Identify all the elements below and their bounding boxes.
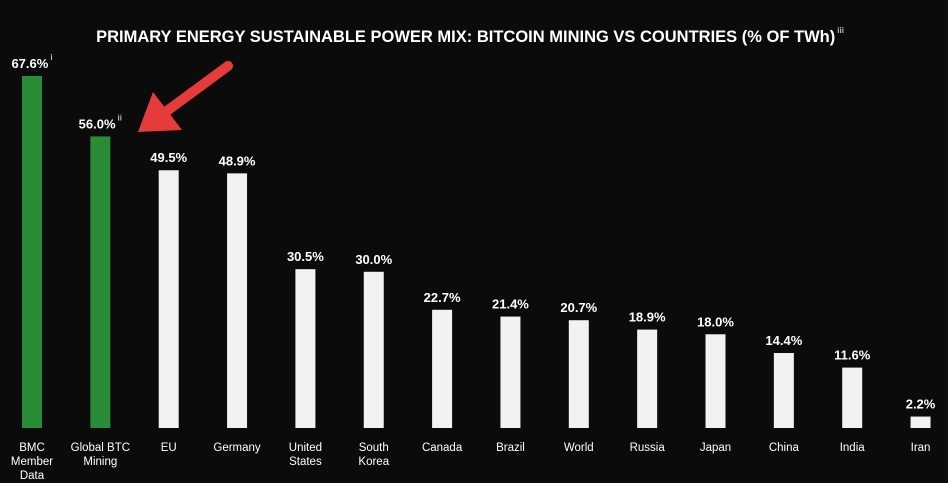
data-label: 49.5%: [150, 150, 187, 165]
bar-united-states: [295, 269, 316, 428]
bar-japan: [705, 334, 726, 428]
category-label: BMC Member Data: [11, 442, 53, 482]
bar-south-korea: [363, 271, 384, 428]
bar-eu: [158, 170, 179, 428]
category-label: Japan: [700, 442, 731, 454]
category-label: Russia: [630, 442, 666, 454]
data-label: 14.4%: [765, 333, 802, 348]
arrow-shaft: [151, 61, 233, 124]
data-label: 2.2%: [906, 397, 936, 412]
category-label: World: [564, 442, 594, 454]
arrow-head: [138, 92, 182, 132]
data-label: 56.0% ii: [79, 113, 122, 131]
data-label: 21.4%: [492, 297, 529, 312]
data-label: 22.7%: [424, 290, 461, 305]
bar-brazil: [500, 316, 521, 428]
bar-russia: [637, 329, 658, 428]
bar-germany: [227, 173, 248, 428]
category-label: India: [840, 442, 866, 454]
bar-china: [773, 353, 794, 428]
category-label: Global BTC Mining: [71, 442, 130, 468]
category-label: Iran: [911, 442, 931, 454]
bar-bmc-member-data: [22, 76, 42, 428]
data-label: 48.9%: [219, 153, 256, 168]
data-label: 30.5%: [287, 249, 324, 264]
category-label: United States: [289, 442, 322, 468]
data-label: 11.6%: [834, 348, 871, 363]
bar-india: [842, 367, 863, 428]
data-label: 18.0%: [697, 314, 734, 329]
category-label: Germany: [213, 442, 261, 454]
category-label: South Korea: [358, 442, 389, 468]
annotation-group: [138, 61, 233, 132]
category-label: Canada: [422, 442, 463, 454]
category-label: Brazil: [496, 442, 525, 454]
category-label: China: [769, 442, 800, 454]
data-label: 30.0%: [355, 252, 392, 267]
data-label: 67.6% i: [11, 53, 52, 71]
data-label: 18.9%: [629, 310, 666, 325]
data-label: 20.7%: [560, 300, 597, 315]
chart-title: PRIMARY ENERGY SUSTAINABLE POWER MIX: BI…: [96, 26, 844, 46]
bars-group: 67.6% i BMC Member Data 56.0% ii Global BTC Mini…: [11, 53, 936, 482]
bar-world: [568, 320, 589, 428]
bar-canada: [432, 309, 453, 428]
chart-title-text: PRIMARY ENERGY SUSTAINABLE POWER MIX: BI…: [96, 28, 835, 46]
bar-iran: [910, 416, 931, 428]
chart-title-footnote: iii: [837, 26, 844, 35]
category-label: EU: [161, 442, 177, 454]
bar-global-btc-mining: [90, 136, 111, 428]
